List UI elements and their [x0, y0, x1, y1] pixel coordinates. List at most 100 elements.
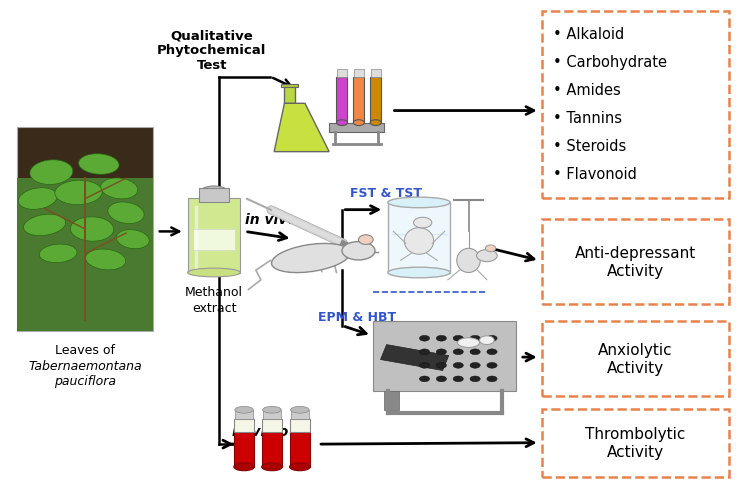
Text: pauciflora: pauciflora	[54, 374, 116, 387]
Ellipse shape	[419, 349, 429, 355]
Bar	[354, 70, 364, 78]
Text: FST & TST: FST & TST	[350, 187, 422, 200]
Text: extract: extract	[191, 301, 236, 314]
Ellipse shape	[419, 336, 429, 342]
Bar	[373, 321, 516, 391]
Bar	[329, 123, 384, 133]
Text: Methanol: Methanol	[185, 285, 243, 298]
Ellipse shape	[234, 463, 254, 471]
Ellipse shape	[388, 198, 450, 208]
Text: EPM & HBT: EPM & HBT	[319, 310, 396, 323]
Bar	[336, 78, 347, 123]
Bar	[542, 321, 729, 396]
Ellipse shape	[342, 242, 375, 261]
Bar	[290, 419, 310, 432]
Ellipse shape	[470, 363, 480, 368]
Bar	[235, 410, 253, 419]
Ellipse shape	[290, 463, 310, 471]
Text: Leaves of: Leaves of	[55, 343, 115, 356]
Polygon shape	[274, 104, 329, 152]
Bar	[262, 419, 282, 432]
Ellipse shape	[487, 336, 497, 342]
Bar	[542, 220, 729, 305]
Ellipse shape	[480, 336, 494, 345]
Ellipse shape	[453, 349, 463, 355]
Ellipse shape	[487, 376, 497, 382]
Bar	[234, 432, 254, 467]
Ellipse shape	[486, 245, 496, 252]
Bar	[282, 85, 298, 88]
Bar	[388, 203, 450, 273]
Ellipse shape	[436, 376, 446, 382]
Ellipse shape	[370, 121, 381, 126]
Ellipse shape	[262, 463, 282, 471]
Bar	[234, 419, 254, 432]
Text: • Alkaloid: • Alkaloid	[553, 27, 624, 42]
Polygon shape	[285, 87, 295, 104]
Bar	[200, 188, 229, 203]
Ellipse shape	[116, 230, 149, 249]
Text: • Flavonoid: • Flavonoid	[553, 167, 637, 182]
Ellipse shape	[470, 336, 480, 342]
Ellipse shape	[470, 349, 480, 355]
Ellipse shape	[404, 228, 434, 255]
Bar	[371, 70, 381, 78]
Ellipse shape	[436, 349, 446, 355]
Text: Thrombolytic
Activity: Thrombolytic Activity	[585, 427, 686, 459]
Ellipse shape	[70, 217, 114, 242]
Bar	[542, 409, 729, 477]
Ellipse shape	[353, 121, 364, 126]
Ellipse shape	[188, 268, 240, 277]
Bar	[188, 198, 240, 273]
Ellipse shape	[86, 249, 126, 270]
Ellipse shape	[419, 363, 429, 368]
Ellipse shape	[477, 250, 497, 262]
Ellipse shape	[24, 215, 66, 236]
Text: Anti-depressant
Activity: Anti-depressant Activity	[575, 246, 696, 278]
Text: • Carbohydrate: • Carbohydrate	[553, 55, 667, 70]
Bar	[370, 78, 381, 123]
Ellipse shape	[453, 363, 463, 368]
Ellipse shape	[78, 154, 119, 175]
Ellipse shape	[414, 218, 432, 228]
Ellipse shape	[470, 376, 480, 382]
Ellipse shape	[487, 363, 497, 368]
Bar	[18, 179, 153, 331]
Text: Qualitative
Phytochemical
Test: Qualitative Phytochemical Test	[157, 29, 267, 72]
Bar	[262, 410, 282, 419]
Ellipse shape	[358, 235, 373, 245]
Ellipse shape	[55, 181, 102, 205]
Bar	[290, 432, 310, 467]
Bar	[353, 78, 364, 123]
Bar	[337, 70, 347, 78]
Text: Anxiolytic
Activity: Anxiolytic Activity	[598, 343, 672, 375]
Bar	[381, 345, 449, 371]
Ellipse shape	[271, 244, 350, 273]
Ellipse shape	[436, 363, 446, 368]
Ellipse shape	[108, 203, 144, 224]
Bar	[542, 12, 729, 198]
Ellipse shape	[101, 179, 138, 200]
Text: • Steroids: • Steroids	[553, 139, 626, 154]
Text: in vitro: in vitro	[232, 424, 289, 438]
Ellipse shape	[336, 121, 347, 126]
Ellipse shape	[388, 267, 450, 278]
Bar	[262, 432, 282, 467]
Ellipse shape	[30, 161, 73, 185]
Ellipse shape	[235, 407, 253, 413]
Ellipse shape	[457, 338, 480, 348]
Text: in vivo: in vivo	[245, 213, 296, 227]
Ellipse shape	[290, 407, 309, 413]
Ellipse shape	[39, 244, 77, 263]
Ellipse shape	[453, 376, 463, 382]
Ellipse shape	[487, 349, 497, 355]
Ellipse shape	[453, 336, 463, 342]
Ellipse shape	[436, 336, 446, 342]
Text: Tabernaemontana: Tabernaemontana	[29, 359, 142, 372]
Bar	[193, 229, 235, 250]
Bar	[18, 128, 153, 331]
Ellipse shape	[457, 249, 480, 273]
Ellipse shape	[262, 407, 282, 413]
Ellipse shape	[200, 186, 228, 200]
Bar	[290, 410, 309, 419]
